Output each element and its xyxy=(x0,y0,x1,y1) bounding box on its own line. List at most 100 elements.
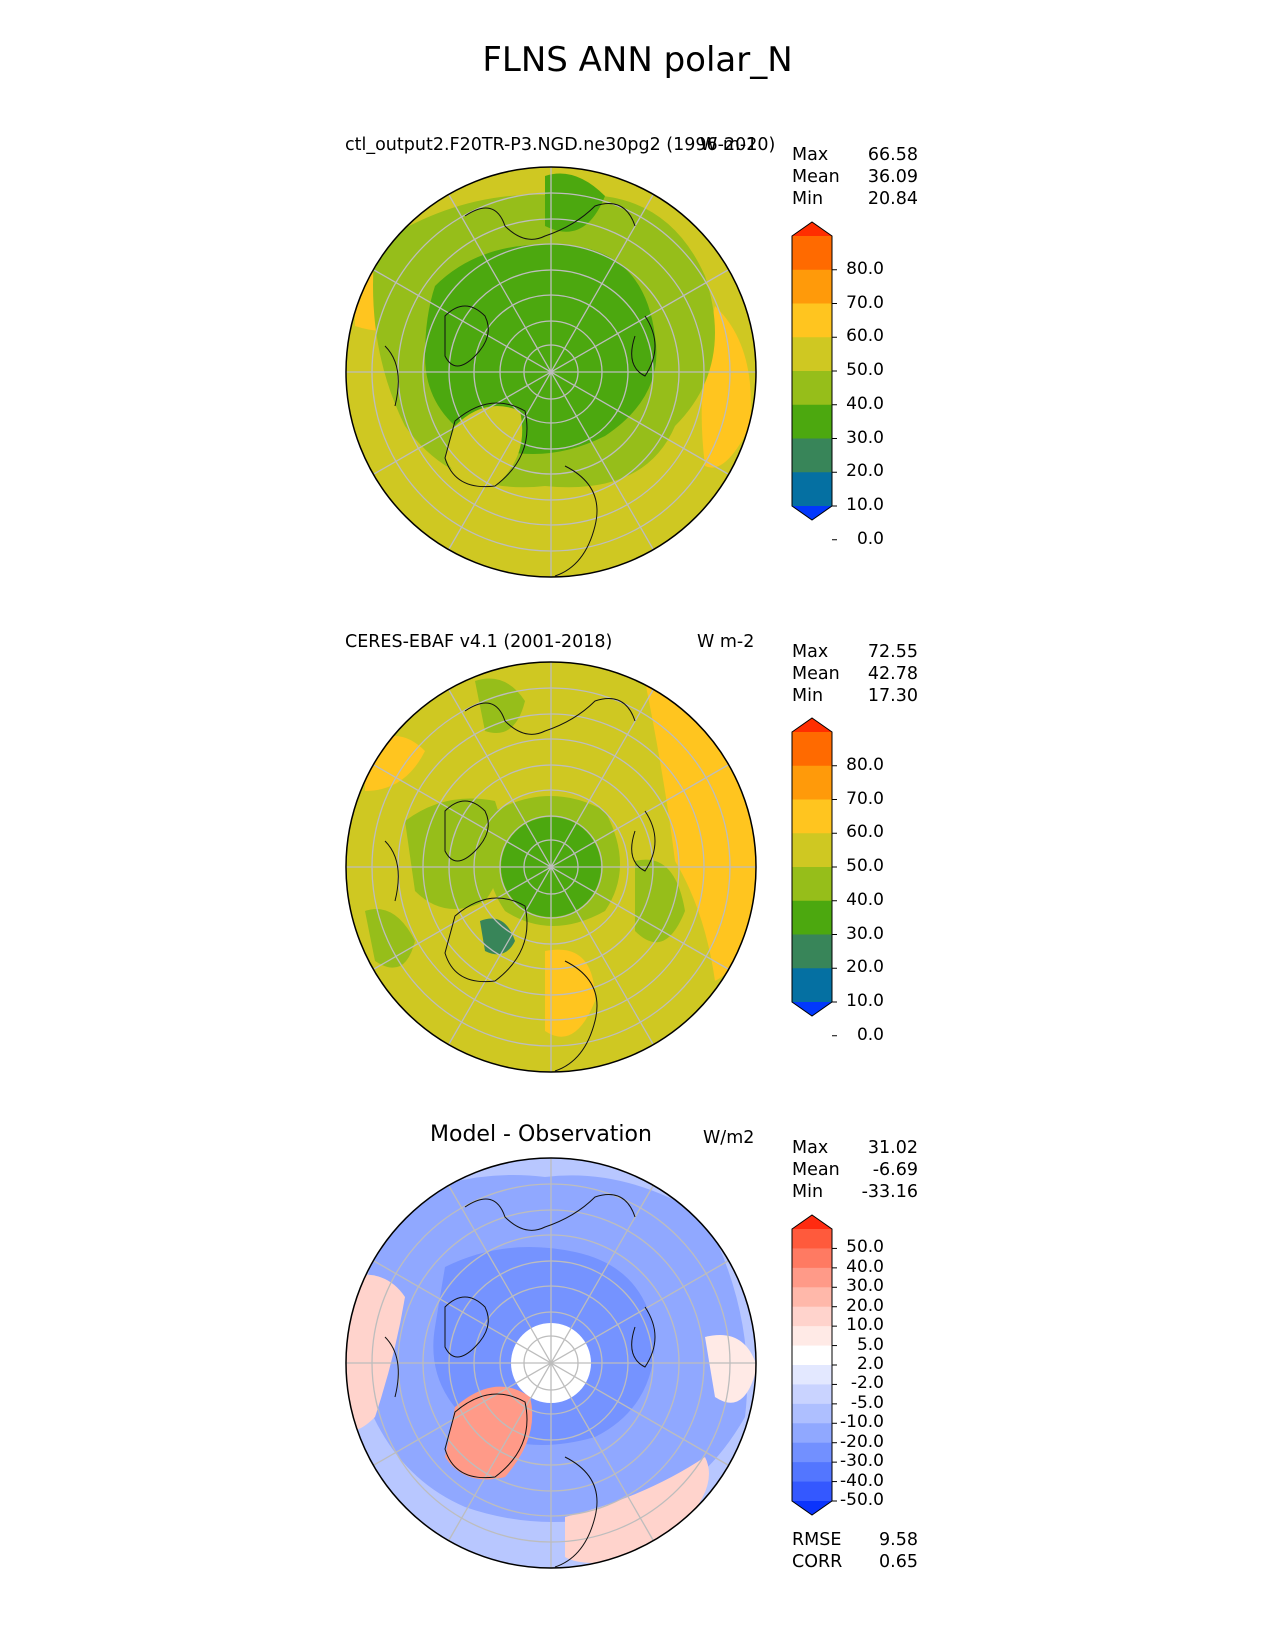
colorbar-tick-label: 80.0 xyxy=(846,258,884,279)
panel2-units: W m-2 xyxy=(697,632,755,652)
panel3-max-label: Max xyxy=(792,1138,829,1158)
panel3-title: Model - Observation xyxy=(430,1122,652,1147)
panel1-coastlines xyxy=(384,203,656,577)
colorbar-segment xyxy=(792,968,832,1003)
colorbar-segment xyxy=(792,1384,832,1405)
colorbar-extend-max xyxy=(792,718,832,732)
panel2-min-value: 17.30 xyxy=(867,686,918,706)
colorbar-segment xyxy=(792,900,832,935)
panel3-rmse-label: RMSE xyxy=(792,1530,842,1550)
colorbar-tick-label: -10.0 xyxy=(840,1412,884,1433)
colorbar-extend-min xyxy=(792,506,832,520)
colorbar-extend-min xyxy=(792,1002,832,1016)
panel2-title-left: CERES-EBAF v4.1 (2001-2018) xyxy=(345,632,613,652)
colorbar-tick-label: 30.0 xyxy=(846,1276,884,1297)
colorbar-segment xyxy=(792,269,832,304)
colorbar-segment xyxy=(792,1403,832,1424)
colorbar-segment xyxy=(792,799,832,834)
panel2-graticule xyxy=(346,662,756,1072)
colorbar-tick-label: -5.0 xyxy=(850,1392,884,1413)
panel2-max-label: Max xyxy=(792,642,829,662)
panel2-mean-label: Mean xyxy=(792,664,840,684)
colorbar-tick-label: 30.0 xyxy=(846,923,884,944)
colorbar-tick-label: 40.0 xyxy=(846,1256,884,1277)
panel3-mean-value: -6.69 xyxy=(872,1160,918,1180)
panel1-min-label: Min xyxy=(792,189,824,209)
panel1-polar-map xyxy=(345,166,757,578)
colorbar-segment xyxy=(792,1229,832,1249)
colorbar-extend-min xyxy=(792,1501,832,1515)
panel3-corr-label: CORR xyxy=(792,1552,843,1572)
panel1-min-value: 20.84 xyxy=(867,189,918,209)
panel1-mean-value: 36.09 xyxy=(867,167,918,187)
colorbar-extend-max xyxy=(792,222,832,236)
colorbar-tick-label: -20.0 xyxy=(840,1431,884,1452)
colorbar-tick-label: 50.0 xyxy=(846,1237,884,1258)
colorbar-tick-label: 70.0 xyxy=(846,788,884,809)
colorbar-tick-label: 30.0 xyxy=(846,427,884,448)
panel2-colorbar xyxy=(791,717,837,1037)
colorbar-segment xyxy=(792,833,832,868)
colorbar-segment xyxy=(792,1423,832,1444)
colorbar-tick-label: 2.0 xyxy=(856,1354,884,1374)
colorbar-segment xyxy=(792,438,832,473)
colorbar-segment xyxy=(792,1326,832,1347)
colorbar-tick-label: 50.0 xyxy=(846,856,884,876)
colorbar-tick-label: 40.0 xyxy=(846,393,884,414)
colorbar-segment xyxy=(792,236,832,271)
panel3-colorbar xyxy=(791,1214,837,1516)
colorbar-segment xyxy=(792,1306,832,1327)
panel2-field-warm-e xyxy=(645,681,756,981)
panel3-polar-map xyxy=(345,1157,757,1569)
colorbar-segment xyxy=(792,1462,832,1483)
figure-title: FLNS ANN polar_N xyxy=(482,40,793,80)
colorbar-tick-label: 20.0 xyxy=(846,957,884,978)
colorbar-tick-label: 10.0 xyxy=(846,991,884,1011)
colorbar-tick-label: 0.0 xyxy=(856,1024,884,1045)
panel3-field-pos-w xyxy=(346,1274,405,1431)
colorbar-segment xyxy=(792,732,832,767)
panel3-field-pos-e xyxy=(705,1335,756,1403)
panel3-min-label: Min xyxy=(792,1182,824,1202)
colorbar-tick-label: 20.0 xyxy=(846,1295,884,1316)
colorbar-segment xyxy=(792,1442,832,1463)
panel1-title-left: ctl_output2.F20TR-P3.NGD.ne30pg2 (1996-2… xyxy=(345,135,776,155)
colorbar-tick-label: 5.0 xyxy=(856,1334,884,1355)
colorbar-segment xyxy=(792,1248,832,1269)
colorbar-tick-label: 0.0 xyxy=(856,528,884,549)
colorbar-segment xyxy=(792,1287,832,1308)
panel3-rmse-value: 9.58 xyxy=(879,1530,918,1550)
panel1-field-siberia xyxy=(545,173,605,232)
colorbar-tick-label: 10.0 xyxy=(846,495,884,515)
colorbar-segment xyxy=(792,1365,832,1385)
colorbar-tick-label: 60.0 xyxy=(846,822,884,843)
colorbar-segment xyxy=(792,934,832,969)
panel2-polar-map xyxy=(345,661,757,1073)
panel1-units: W m-2 xyxy=(700,135,758,155)
colorbar-tick-label: 50.0 xyxy=(846,360,884,380)
colorbar-segment xyxy=(792,867,832,902)
colorbar-tick-label: 20.0 xyxy=(846,461,884,482)
colorbar-tick-label: -40.0 xyxy=(840,1470,884,1491)
colorbar-tick-label: 80.0 xyxy=(846,754,884,775)
colorbar-segment xyxy=(792,303,832,338)
panel2-max-value: 72.55 xyxy=(867,642,918,662)
panel2-map-border xyxy=(345,661,757,1073)
panel3-coastlines xyxy=(384,1194,656,1568)
panel3-field-pos-s xyxy=(565,1457,709,1563)
panel3-min-value: -33.16 xyxy=(861,1182,918,1202)
panel1-colorbar xyxy=(791,221,837,541)
colorbar-tick-label: -30.0 xyxy=(840,1451,884,1472)
panel2-coastlines xyxy=(384,698,656,1072)
colorbar-tick-label: -2.0 xyxy=(850,1373,884,1394)
colorbar-segment xyxy=(792,371,832,406)
colorbar-extend-max xyxy=(792,1215,832,1229)
panel2-mean-value: 42.78 xyxy=(867,664,918,684)
panel2-field-mid5 xyxy=(635,859,685,943)
colorbar-segment xyxy=(792,337,832,372)
colorbar-tick-label: 10.0 xyxy=(846,1315,884,1336)
panel1-mean-label: Mean xyxy=(792,167,840,187)
colorbar-tick-label: 40.0 xyxy=(846,889,884,910)
panel1-map-border xyxy=(345,166,757,578)
panel3-map-border xyxy=(345,1157,757,1569)
